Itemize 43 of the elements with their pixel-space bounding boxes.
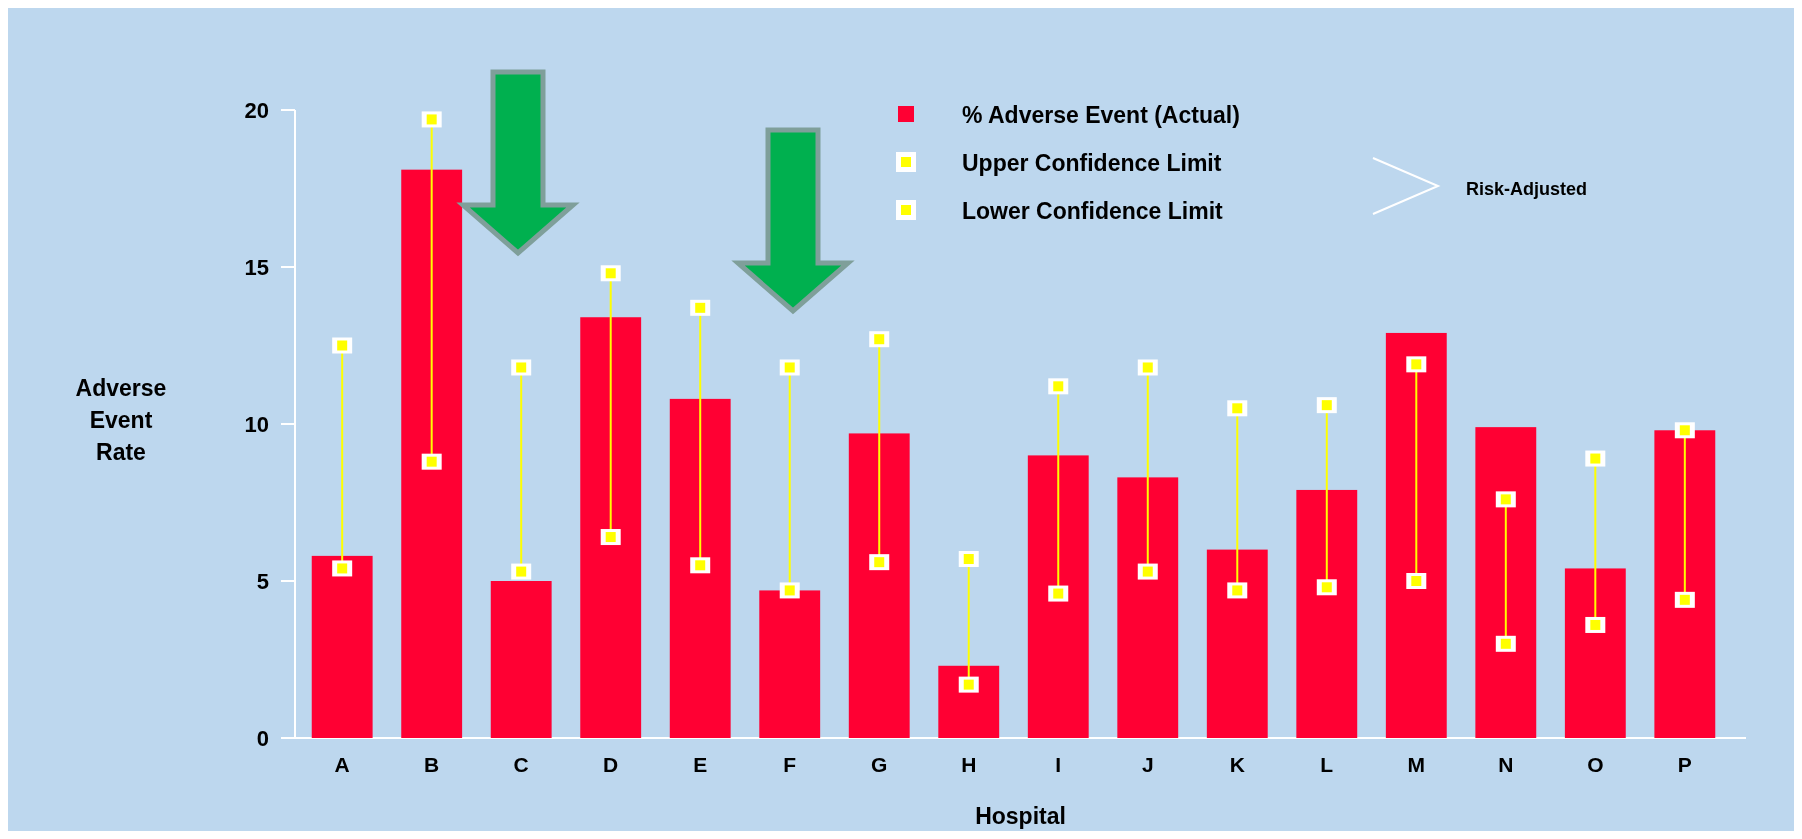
- bar: [1385, 332, 1447, 738]
- bar: [759, 590, 821, 738]
- x-tick-label: C: [513, 753, 529, 776]
- x-tick-label: J: [1141, 753, 1154, 776]
- bar: [311, 555, 373, 738]
- y-axis-title: Adverse Event Rate: [75, 375, 167, 465]
- annotation: Risk-Adjusted: [1466, 179, 1588, 200]
- y-tick-label: 20: [244, 97, 269, 123]
- y-tick-label: 0: [256, 725, 269, 751]
- x-tick-label: L: [1320, 753, 1334, 776]
- bar: [1564, 568, 1626, 738]
- legend-label: % Adverse Event (Actual): [962, 102, 1240, 129]
- x-tick-label: M: [1407, 753, 1426, 776]
- bar: [401, 169, 463, 738]
- y-tick-label: 15: [244, 254, 269, 280]
- x-tick-label: G: [871, 753, 888, 776]
- legend-label: Lower Confidence Limit: [962, 198, 1224, 225]
- x-tick-label: O: [1587, 753, 1604, 776]
- bar: [490, 581, 552, 738]
- bar: [848, 433, 910, 738]
- x-tick-label: K: [1229, 753, 1245, 776]
- legend-label: Upper Confidence Limit: [962, 150, 1222, 177]
- x-tick-label: E: [693, 753, 708, 776]
- bar: [1475, 427, 1537, 738]
- x-tick-label: D: [603, 753, 619, 776]
- x-axis-title: Hospital: [975, 803, 1066, 829]
- x-tick-label: I: [1055, 753, 1062, 776]
- x-tick-label: A: [334, 753, 350, 776]
- y-tick-label: 5: [256, 568, 269, 594]
- bar: [1027, 455, 1089, 738]
- bar: [669, 398, 731, 738]
- x-tick-label: B: [424, 753, 440, 776]
- bar: [1206, 549, 1268, 738]
- bar: [1117, 477, 1179, 738]
- x-tick-label: F: [783, 753, 797, 776]
- y-tick-label: 10: [244, 411, 269, 437]
- bar: [1296, 489, 1358, 738]
- bar: [1654, 430, 1716, 738]
- x-tick-label: H: [961, 753, 977, 776]
- x-tick-label: P: [1677, 753, 1692, 776]
- x-tick-label: N: [1498, 753, 1514, 776]
- bar: [938, 665, 1000, 738]
- bar: [580, 317, 642, 738]
